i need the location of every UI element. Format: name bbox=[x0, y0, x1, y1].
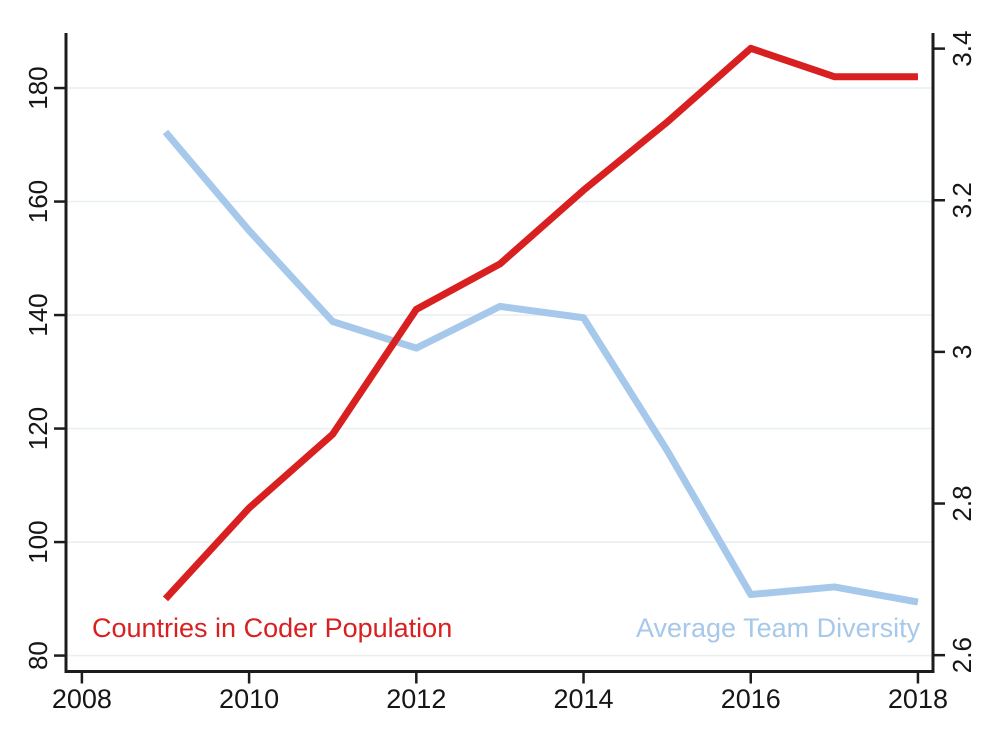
x-axis-tick-label: 2010 bbox=[219, 684, 279, 714]
right-axis-tick-label: 3.2 bbox=[947, 182, 977, 218]
x-axis-tick-label: 2012 bbox=[386, 684, 446, 714]
x-axis-tick-label: 2018 bbox=[888, 684, 948, 714]
right-axis-tick-label: 2.6 bbox=[947, 637, 977, 673]
x-axis-tick-label: 2016 bbox=[721, 684, 781, 714]
series-line-countries-in-coder-population bbox=[162, 44, 918, 602]
series-label-average-team-diversity: Average Team Diversity bbox=[636, 613, 921, 643]
left-axis-tick-label: 100 bbox=[23, 520, 53, 563]
left-axis-tick-label: 160 bbox=[23, 180, 53, 223]
x-axis-tick-label: 2014 bbox=[553, 684, 613, 714]
left-axis-tick-label: 120 bbox=[23, 407, 53, 450]
right-axis-tick-label: 2.8 bbox=[947, 485, 977, 521]
left-axis-tick-label: 140 bbox=[23, 293, 53, 336]
right-axis-tick-label: 3 bbox=[947, 345, 977, 359]
series-line-average-team-diversity bbox=[162, 129, 919, 606]
series-label-countries-in-coder-population: Countries in Coder Population bbox=[92, 613, 453, 643]
x-axis-tick-label: 2008 bbox=[52, 684, 112, 714]
left-axis-tick-label: 80 bbox=[23, 641, 53, 670]
right-axis-tick-label: 3.4 bbox=[947, 31, 977, 67]
left-axis-tick-label: 180 bbox=[23, 66, 53, 109]
